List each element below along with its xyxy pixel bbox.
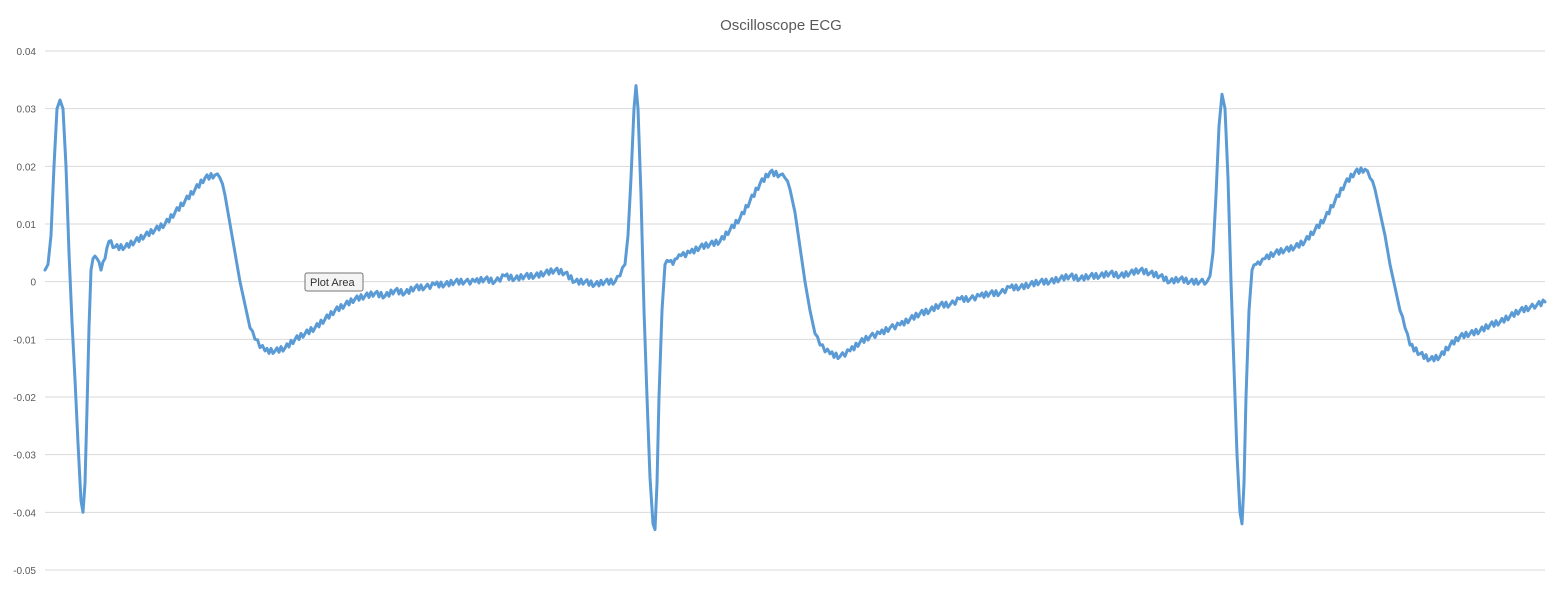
tooltip-label: Plot Area	[310, 277, 356, 289]
tooltip-box	[304, 272, 364, 292]
y-tick-label: 0.02	[17, 162, 37, 173]
y-tick-label: 0.01	[17, 220, 37, 231]
y-axis-tick-labels: 0.04 0.03 0.02 0.01 0 -0.01 -0.02 -0.03 -0.04 -0.…	[13, 47, 36, 577]
ecg-series-line[interactable]	[43, 84, 1547, 532]
chart-title: Oscilloscope ECG	[720, 17, 842, 34]
y-tick-label: 0	[30, 278, 36, 289]
plot-area[interactable]	[43, 84, 1547, 532]
y-tick-label: -0.01	[13, 335, 36, 346]
y-tick-label: -0.05	[13, 566, 36, 577]
gridlines	[45, 50, 1545, 571]
y-tick-label: 0.03	[17, 105, 37, 116]
y-tick-label: 0.04	[17, 47, 37, 58]
y-tick-label: -0.02	[13, 393, 36, 404]
y-tick-label: -0.03	[13, 451, 36, 462]
y-tick-label: -0.04	[13, 508, 36, 519]
plot-area-tooltip: Plot Area	[304, 272, 364, 292]
